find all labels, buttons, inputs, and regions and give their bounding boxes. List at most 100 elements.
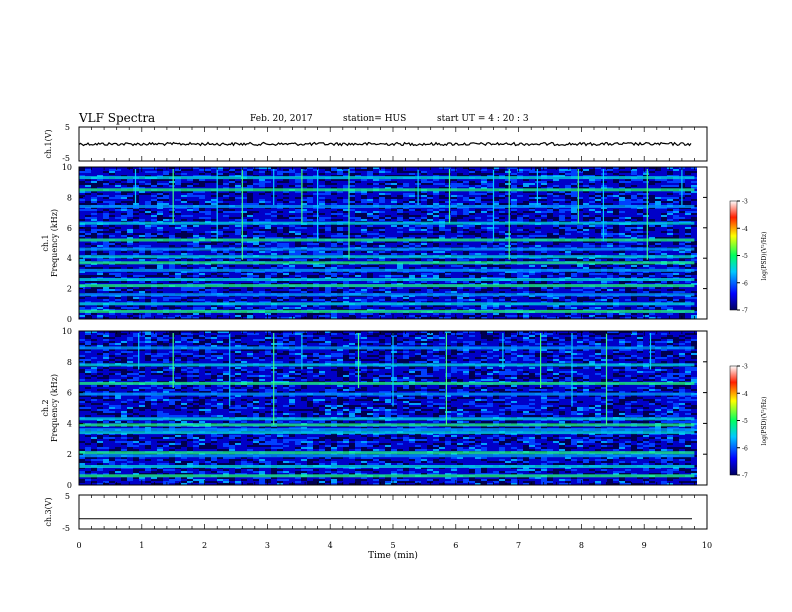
spectrogram-cell: [169, 219, 175, 221]
spectrogram-cell: [253, 191, 259, 193]
spectrogram-cell: [577, 241, 583, 243]
spectrogram-cell: [193, 259, 199, 261]
spectrogram-cell: [313, 167, 319, 169]
spectrogram-cell: [673, 231, 679, 233]
spectrogram-cell: [637, 259, 643, 261]
spectrogram-cell: [661, 241, 667, 243]
spectrogram-cell: [157, 235, 163, 237]
spectrogram-cell: [463, 231, 469, 233]
spectrogram-cell: [583, 229, 589, 231]
spectrogram-cell: [199, 231, 205, 233]
spectrogram-cell: [481, 175, 487, 177]
spectrogram-cell: [367, 171, 373, 173]
spectrogram-cell: [331, 217, 337, 219]
spectrogram-cell: [241, 217, 247, 219]
spectrogram-cell: [145, 199, 151, 201]
spectrogram-cell: [493, 181, 499, 183]
spectrogram-cell: [391, 213, 397, 215]
spectrogram-cell: [457, 227, 463, 229]
spectrogram-cell: [421, 203, 427, 205]
spectrogram-cell: [511, 211, 517, 213]
spectrogram-cell: [103, 187, 109, 189]
spectrogram-cell: [565, 199, 571, 201]
spectrogram-cell: [631, 167, 637, 169]
spectrogram-cell: [385, 181, 391, 183]
spectrogram-cell: [493, 185, 499, 187]
spectrogram-cell: [529, 167, 535, 169]
spectrogram-cell: [151, 237, 157, 239]
spectrogram-cell: [649, 225, 655, 227]
spectrogram-cell: [247, 243, 253, 245]
spectrogram-cell: [391, 231, 397, 233]
spectrogram-cell: [463, 209, 469, 211]
spectrogram-cell: [319, 169, 325, 171]
spectrogram-cell: [475, 183, 481, 185]
spectrogram-cell: [397, 173, 403, 175]
spectrogram-cell: [505, 201, 511, 203]
spectrogram-cell: [241, 237, 247, 239]
spectrogram-cell: [631, 245, 637, 247]
spectrogram-cell: [229, 197, 235, 199]
spectrogram-cell: [445, 211, 451, 213]
spectrogram-cell: [259, 175, 265, 177]
spectrogram-cell: [307, 171, 313, 173]
spectrogram-cell: [307, 213, 313, 215]
spectrogram-cell: [127, 191, 133, 193]
spectrogram-cell: [229, 167, 235, 169]
spectrogram-cell: [181, 199, 187, 201]
spectrogram-cell: [259, 173, 265, 175]
spectrogram-cell: [409, 231, 415, 233]
spectrogram-cell: [157, 175, 163, 177]
spectrogram-cell: [679, 219, 685, 221]
spectrogram-cell: [433, 217, 439, 219]
spectrogram-cell: [229, 171, 235, 173]
spectrogram-cell: [235, 201, 241, 203]
spectrogram-cell: [91, 235, 97, 237]
spectrogram-cell: [595, 241, 601, 243]
spectrogram-cell: [361, 175, 367, 177]
spectrogram-cell: [493, 259, 499, 261]
spectrogram-cell: [505, 197, 511, 199]
spectrogram-cell: [391, 181, 397, 183]
spectrogram-cell: [619, 181, 625, 183]
spectrogram-cell: [457, 181, 463, 183]
spectrogram-cell: [409, 167, 415, 169]
spectrogram-cell: [121, 181, 127, 183]
spectrogram-cell: [355, 251, 361, 253]
spectrogram-cell: [79, 171, 85, 173]
spectrogram-cell: [253, 175, 259, 177]
spectrogram-cell: [589, 181, 595, 183]
spectrogram-cell: [91, 179, 97, 181]
spectrogram-cell: [601, 259, 607, 261]
spectrogram-cell: [253, 243, 259, 245]
spectrogram-cell: [199, 225, 205, 227]
spectrogram-cell: [175, 259, 181, 261]
spectrogram-cell: [565, 259, 571, 261]
spectrogram-cell: [343, 197, 349, 199]
spectrogram-cell: [91, 241, 97, 243]
spectrogram-cell: [685, 169, 691, 171]
spectrogram-cell: [343, 211, 349, 213]
spectrogram-cell: [685, 229, 691, 231]
spectrogram-cell: [265, 191, 271, 193]
spectrogram-cell: [553, 209, 559, 211]
spectrogram-cell: [583, 175, 589, 177]
spectrogram-cell: [265, 179, 271, 181]
spectrogram-cell: [319, 167, 325, 169]
spectrogram-cell: [553, 253, 559, 255]
spectrogram-cell: [499, 243, 505, 245]
spectrogram-cell: [355, 243, 361, 245]
spectrogram-cell: [283, 237, 289, 239]
spectrogram-cell: [301, 209, 307, 211]
spectrogram-cell: [79, 251, 85, 253]
spectrogram-cell: [547, 241, 553, 243]
spectrogram-cell: [433, 253, 439, 255]
spectrogram-cell: [355, 229, 361, 231]
spectrogram-cell: [571, 199, 577, 201]
spectrogram-cell: [511, 197, 517, 199]
spectrogram-cell: [241, 169, 247, 171]
spectrogram-cell: [643, 173, 649, 175]
spectrogram-cell: [91, 243, 97, 245]
spectrogram-cell: [583, 237, 589, 239]
spectrogram-cell: [511, 175, 517, 177]
